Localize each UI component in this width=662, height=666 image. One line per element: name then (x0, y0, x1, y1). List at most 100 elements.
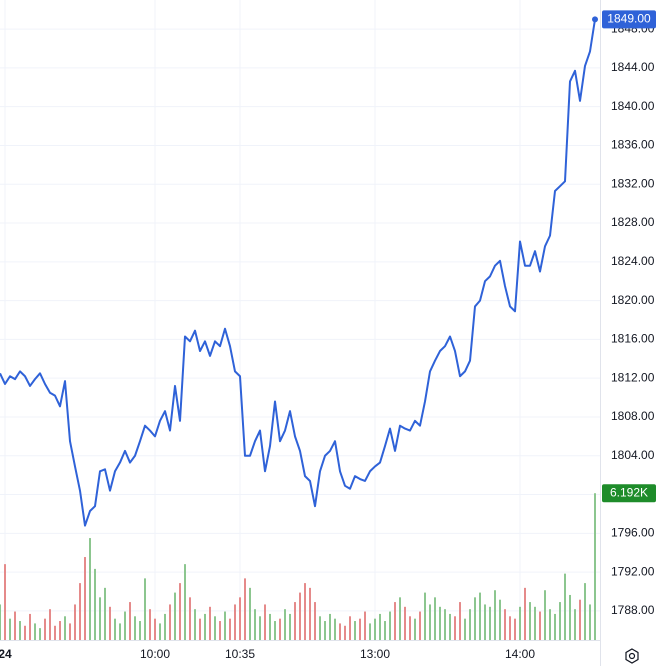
volume-bar (379, 613, 381, 640)
volume-bar (14, 611, 16, 640)
volume-bar (334, 618, 336, 640)
volume-bar (574, 609, 576, 640)
volume-bar (404, 606, 406, 640)
volume-bar (374, 618, 376, 640)
y-tick-label: 1840.00 (611, 99, 655, 113)
settings-hexagon[interactable] (625, 648, 639, 664)
volume-bar (449, 613, 451, 640)
volume-bar (49, 609, 51, 640)
volume-bar (119, 623, 121, 640)
volume-bar (9, 618, 11, 640)
volume-bar (314, 602, 316, 640)
x-tick-label: 10:00 (140, 647, 170, 661)
volume-bar (254, 609, 256, 640)
volume-bar (524, 587, 526, 640)
x-tick-label: 13:00 (360, 647, 390, 661)
volume-bar (229, 618, 231, 640)
volume-bar (139, 621, 141, 640)
volume-bar (284, 609, 286, 640)
volume-bar (584, 583, 586, 640)
x-tick-label: 10:35 (225, 647, 255, 661)
volume-bar (319, 616, 321, 640)
volume-bar (149, 609, 151, 640)
volume-bar (504, 609, 506, 640)
volume-bar (514, 618, 516, 640)
volume-bar (464, 618, 466, 640)
volume-bars (0, 493, 596, 640)
volume-bar (249, 587, 251, 640)
volume-bar (349, 616, 351, 640)
volume-bar (24, 625, 26, 640)
volume-bar (269, 613, 271, 640)
volume-bar (64, 616, 66, 640)
volume-last-badge (602, 484, 656, 503)
volume-bar (234, 604, 236, 640)
volume-last-label: 6.192K (610, 485, 648, 499)
volume-bar (424, 592, 426, 640)
grid (0, 0, 600, 640)
last-point (592, 16, 598, 23)
volume-bar (469, 609, 471, 640)
volume-bar (214, 616, 216, 640)
y-tick-label: 1836.00 (611, 138, 655, 152)
volume-bar (194, 609, 196, 640)
settings-dot[interactable] (628, 652, 636, 660)
volume-bar (114, 618, 116, 640)
volume-bar (344, 625, 346, 640)
y-tick-label: 1804.00 (611, 448, 655, 462)
volume-bar (94, 568, 96, 640)
volume-bar (564, 573, 566, 640)
volume-bar (289, 613, 291, 640)
volume-bar (159, 623, 161, 640)
volume-bar (354, 621, 356, 640)
volume-bar (544, 590, 546, 640)
volume-bar (84, 557, 86, 640)
volume-bar (589, 604, 591, 640)
y-tick-label: 1792.00 (611, 564, 655, 578)
volume-bar (299, 592, 301, 640)
settings-icon[interactable] (625, 648, 639, 664)
x-tick-label: 14:00 (505, 647, 535, 661)
volume-bar (74, 604, 76, 640)
volume-bar (309, 587, 311, 640)
volume-bar (329, 613, 331, 640)
volume-bar (44, 618, 46, 640)
volume-bar (0, 604, 1, 640)
volume-bar (169, 604, 171, 640)
volume-bar (199, 618, 201, 640)
volume-bar (144, 578, 146, 640)
y-tick-label: 1788.00 (611, 603, 655, 617)
y-tick-label: 1796.00 (611, 526, 655, 540)
volume-bar (69, 623, 71, 640)
price-line (0, 19, 596, 527)
volume-bar (184, 564, 186, 640)
y-tick-label: 1824.00 (611, 254, 655, 268)
volume-bar (409, 616, 411, 640)
volume-bar (59, 621, 61, 640)
y-tick-label: 1816.00 (611, 332, 655, 346)
volume-bar (384, 621, 386, 640)
volume-bar (519, 606, 521, 640)
y-tick-label: 1808.00 (611, 409, 655, 423)
volume-bar (304, 583, 306, 640)
y-tick-label: 1844.00 (611, 60, 655, 74)
volume-bar (29, 613, 31, 640)
volume-bar (99, 597, 101, 640)
volume-bar (559, 602, 561, 640)
volume-bar (579, 599, 581, 640)
price-last-label: 1849.00 (607, 12, 651, 26)
volume-bar (339, 623, 341, 640)
volume-bar (499, 599, 501, 640)
volume-bar (494, 590, 496, 640)
volume-bar (174, 592, 176, 640)
volume-bar (549, 609, 551, 640)
volume-bar (79, 583, 81, 640)
volume-bar (129, 602, 131, 640)
volume-bar (19, 621, 21, 640)
volume-bar (89, 538, 91, 640)
y-tick-label: 1832.00 (611, 176, 655, 190)
volume-bar (439, 606, 441, 640)
x-tick-label: 24 (0, 647, 12, 661)
volume-bar (134, 616, 136, 640)
